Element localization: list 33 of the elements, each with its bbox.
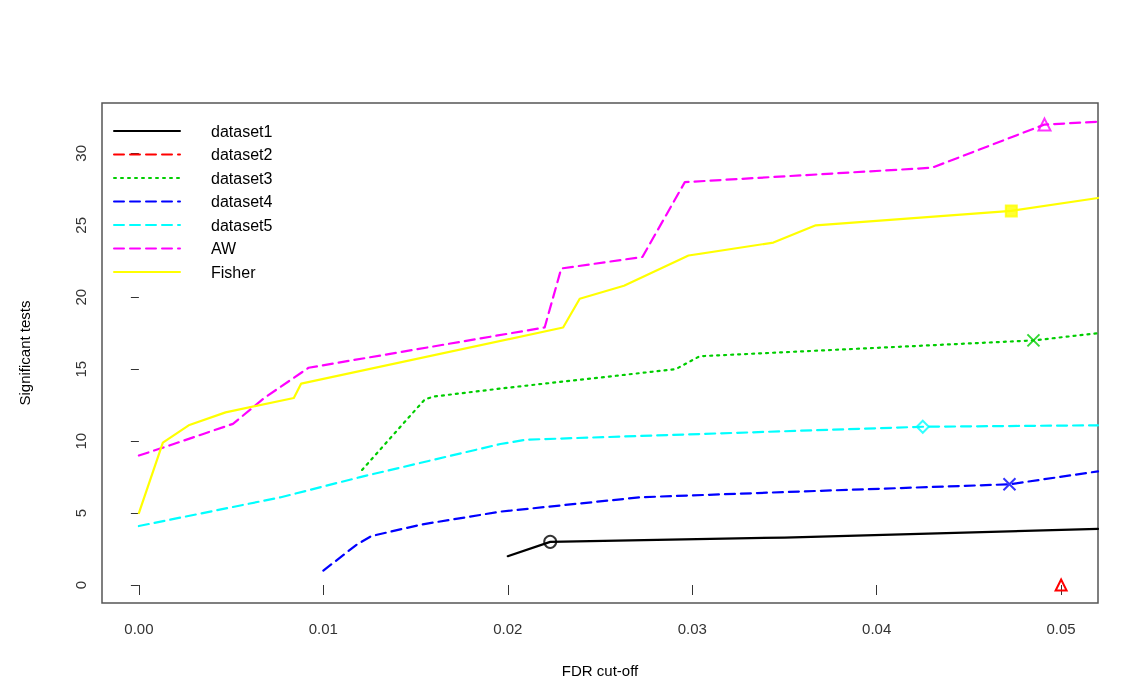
x-tick-label: 0.05 bbox=[1046, 620, 1076, 637]
point bbox=[543, 534, 558, 549]
x-tick-label: 0.02 bbox=[493, 620, 523, 637]
y-tick-label: 30 bbox=[72, 145, 89, 162]
point bbox=[1054, 578, 1068, 592]
legend-label: dataset4 bbox=[211, 193, 273, 210]
y-axis-title: Significant tests bbox=[16, 300, 33, 406]
point bbox=[1002, 477, 1017, 492]
y-tick-label: 15 bbox=[72, 360, 89, 378]
line-series bbox=[137, 196, 1100, 515]
point bbox=[1037, 117, 1052, 132]
y-tick-label: 20 bbox=[72, 288, 89, 306]
legend-label: dataset5 bbox=[211, 216, 273, 234]
point bbox=[1004, 204, 1018, 218]
y-tick-label: 10 bbox=[72, 432, 89, 450]
legend-label: Fisher bbox=[211, 263, 257, 281]
legend-label: dataset1 bbox=[211, 122, 273, 140]
y-tick-label: 0 bbox=[72, 580, 89, 590]
legend-label: AW bbox=[211, 240, 238, 257]
x-tick-label: 0.04 bbox=[862, 620, 892, 637]
x-tick-label: 0.00 bbox=[124, 620, 154, 637]
legend-label: dataset3 bbox=[211, 169, 273, 187]
line-series bbox=[322, 470, 1100, 572]
point bbox=[1026, 333, 1041, 348]
line-series bbox=[360, 332, 1100, 472]
point bbox=[915, 419, 930, 434]
x-tick-label: 0.01 bbox=[308, 620, 338, 637]
x-tick-label: 0.03 bbox=[677, 620, 707, 637]
y-tick-label: 5 bbox=[72, 508, 89, 518]
line-series bbox=[506, 527, 1100, 558]
y-tick-label: 25 bbox=[72, 216, 89, 234]
x-axis-title: FDR cut-off bbox=[561, 662, 640, 679]
legend-label: dataset2 bbox=[211, 146, 273, 163]
